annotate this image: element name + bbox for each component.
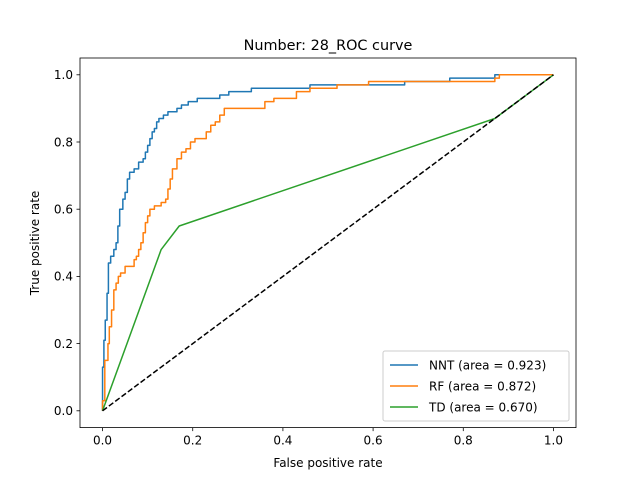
legend: NNT (area = 0.923) RF (area = 0.872) TD …: [382, 350, 570, 422]
legend-item-td: TD (area = 0.670): [390, 401, 538, 415]
x-tick-label: 0.8: [454, 434, 473, 448]
legend-item-rf: RF (area = 0.872): [390, 380, 536, 394]
y-tick-label: 0.8: [54, 135, 73, 149]
legend-label-td: TD (area = 0.670): [428, 401, 538, 415]
x-tick-label: 0.6: [364, 434, 383, 448]
legend-label-nnt: NNT (area = 0.923): [429, 359, 546, 373]
y-tick-label: 0.2: [54, 337, 73, 351]
y-tick-label: 0.4: [54, 270, 73, 284]
y-axis-label: True positive rate: [28, 191, 42, 297]
legend-item-nnt: NNT (area = 0.923): [390, 359, 546, 373]
y-tick-label: 1.0: [54, 68, 73, 82]
y-tick-label: 0.6: [54, 203, 73, 217]
y-axis-ticks: 0.0 0.2 0.4 0.6 0.8 1.0: [54, 68, 80, 418]
x-tick-label: 0.0: [93, 434, 112, 448]
x-tick-label: 0.2: [183, 434, 202, 448]
legend-label-rf: RF (area = 0.872): [429, 380, 536, 394]
series-line-rf: [101, 74, 554, 411]
reference-layer: [102, 74, 554, 412]
legend-frame: [382, 350, 570, 422]
x-axis-label: False positive rate: [273, 456, 382, 470]
x-tick-label: 1.0: [544, 434, 563, 448]
y-tick-label: 0.0: [54, 404, 73, 418]
x-tick-label: 0.4: [273, 434, 292, 448]
chart-title: Number: 28_ROC curve: [244, 38, 413, 54]
axes-frame: [79, 57, 577, 429]
reference-diagonal-line: [102, 74, 554, 412]
series-line-nnt: [101, 74, 554, 411]
x-axis-ticks: 0.0 0.2 0.4 0.6 0.8 1.0: [93, 427, 563, 448]
